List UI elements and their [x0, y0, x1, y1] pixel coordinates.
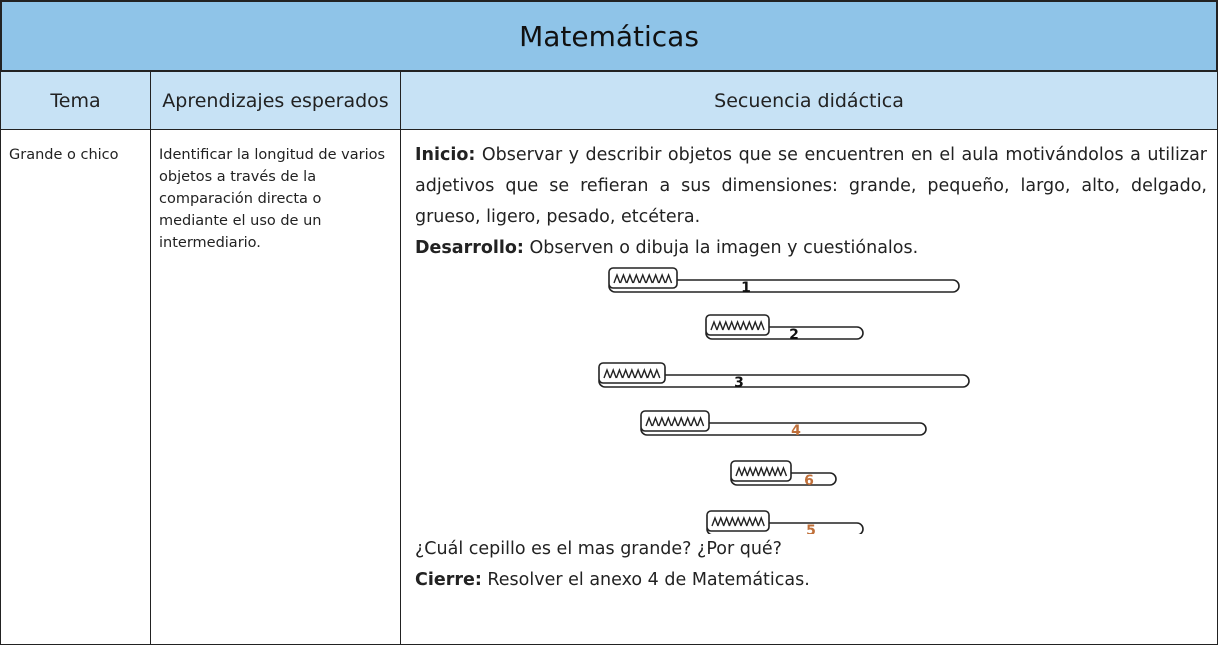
bristle: [722, 516, 731, 527]
bristle: [717, 516, 725, 527]
col-header: Aprendizajes esperados: [150, 71, 401, 130]
secuencia-cell: Inicio: Observar y describir objetos que…: [400, 129, 1218, 645]
bristle: [746, 466, 754, 477]
toothbrush: 6: [730, 460, 837, 489]
bristle: [757, 466, 765, 477]
bristle: [671, 416, 679, 427]
bristle: [634, 368, 642, 379]
bristle: [639, 273, 647, 284]
bristle: [757, 320, 765, 331]
brush-label: 3: [734, 375, 744, 391]
inicio: Inicio: Observar y describir objetos que…: [415, 140, 1207, 233]
bristle: [722, 320, 730, 331]
bristle: [652, 273, 660, 284]
bristle: [740, 466, 749, 477]
bristle: [645, 416, 653, 427]
bristle: [734, 516, 742, 527]
bristle: [622, 368, 630, 379]
brush-label: 6: [804, 473, 814, 489]
label: Desarrollo:: [415, 238, 524, 258]
bristle: [628, 368, 636, 379]
bristle: [646, 368, 655, 379]
label: Cierre:: [415, 570, 482, 590]
bristle: [640, 368, 648, 379]
bristle: [690, 416, 698, 427]
bristle: [779, 466, 788, 477]
toothbrush: 5: [706, 510, 864, 534]
bristle: [609, 368, 617, 379]
bristle: [710, 320, 718, 331]
aprendizajes-cell: Identificar la longitud de varios objeto…: [150, 129, 401, 645]
brush-label: 1: [741, 280, 751, 296]
head: [706, 510, 770, 532]
bristle: [658, 273, 666, 284]
toothbrush: 3: [598, 362, 970, 391]
cierre: Cierre: Resolver el anexo 4 de Matemátic…: [415, 565, 1207, 596]
head: [705, 314, 770, 336]
bristle: [677, 416, 685, 427]
question: ¿Cuál cepillo es el mas grande? ¿Por qué…: [415, 539, 782, 559]
bristle: [711, 516, 719, 527]
bristle: [653, 368, 661, 379]
bristle: [632, 273, 640, 284]
bristle: [658, 416, 666, 427]
label: Inicio:: [415, 145, 476, 165]
bristle: [619, 273, 628, 284]
bristle: [664, 273, 673, 284]
tema: Grande o chico: [9, 147, 119, 163]
bristle: [664, 416, 672, 427]
toothbrushes: 1 2 3 4 6 5: [598, 267, 970, 534]
bristle: [739, 320, 748, 331]
text: Observar y describir objetos que se encu…: [415, 145, 1207, 227]
title: Matemáticas: [0, 0, 1218, 72]
toothbrush: 1: [608, 267, 960, 296]
bristle: [752, 466, 760, 477]
col-header: Secuencia didáctica: [400, 71, 1218, 130]
text: Observen o dibuja la imagen y cuestiónal…: [529, 238, 919, 258]
bristle: [740, 516, 748, 527]
bristle: [613, 273, 621, 284]
bristle: [626, 273, 634, 284]
bristle: [757, 516, 765, 527]
text: Resolver el anexo 4 de Matemáticas.: [487, 570, 810, 590]
brush-label: 2: [789, 327, 799, 343]
bristle: [603, 368, 611, 379]
brush-label: 5: [806, 523, 816, 534]
toothbrush: 4: [640, 410, 927, 439]
bristle: [645, 273, 653, 284]
head: [730, 460, 792, 482]
aprendizajes: Identificar la longitud de varios objeto…: [159, 147, 386, 251]
bristle: [768, 466, 776, 477]
desarrollo: Desarrollo: Observen o dibuja la imagen …: [415, 233, 1207, 264]
bristle: [735, 466, 743, 477]
bristle: [651, 416, 660, 427]
toothbrush: 2: [705, 314, 864, 343]
bristle: [733, 320, 742, 331]
brush-label: 4: [791, 423, 801, 439]
col-header: Tema: [0, 71, 151, 130]
bristle: [746, 516, 754, 527]
bristle: [763, 466, 771, 477]
bristle: [751, 516, 760, 527]
bristle: [728, 516, 736, 527]
bristle: [696, 416, 705, 427]
bristle: [751, 320, 759, 331]
bristle: [728, 320, 736, 331]
bristle: [774, 466, 782, 477]
bristle: [684, 416, 692, 427]
bristle: [716, 320, 724, 331]
tema-cell: Grande o chico: [0, 129, 151, 645]
bristle: [615, 368, 624, 379]
bristle: [745, 320, 753, 331]
